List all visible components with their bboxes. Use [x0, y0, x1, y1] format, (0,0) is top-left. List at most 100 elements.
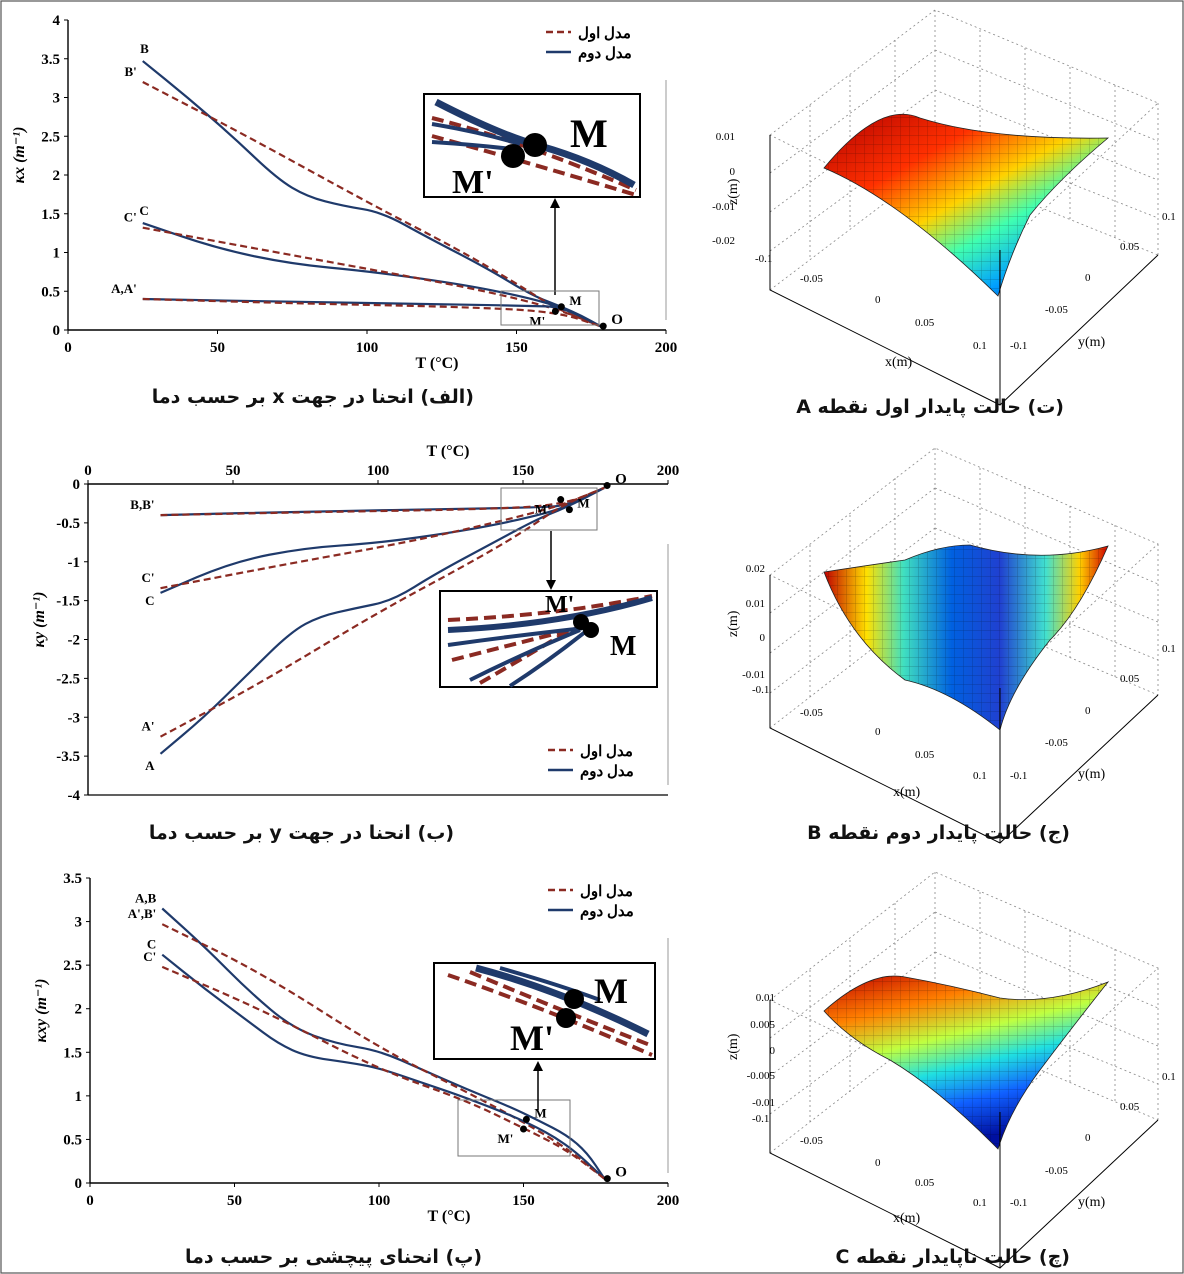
surfB-zlabel: z(m)	[726, 610, 741, 637]
surfC-xlabel: x(m)	[893, 1211, 921, 1226]
surfC-xtick-3: 0.05	[915, 1177, 935, 1189]
surfB-xtick-3: 0.05	[915, 749, 935, 761]
kxy-point-label-0: M	[534, 1105, 546, 1120]
ky-ytick-label: -3	[68, 710, 81, 726]
kxy-ytick-label: 3.5	[63, 871, 82, 887]
ky-inset-label-2: M	[610, 631, 636, 662]
ky-point-2	[604, 482, 611, 489]
kx-ylabel: κx (m⁻¹)	[11, 127, 28, 184]
caption-p: (پ) انحنای پیچشی بر حسب دما	[185, 1246, 482, 1268]
surfC-ztick-4: 0.01	[756, 992, 775, 1004]
surfA-ztick-0: -0.02	[712, 235, 735, 247]
kx-xlabel: T (°C)	[416, 355, 459, 372]
ky-point-label-1: M	[577, 496, 589, 511]
ky-ytick-label: -0.5	[56, 516, 80, 532]
surface-plot-c: -0.01 -0.005 0 0.005 0.01 -0.1 -0.05 0 0…	[726, 872, 1176, 1268]
ky-point-0	[557, 496, 564, 503]
kx-legend-label-0: مدل اول	[578, 26, 631, 42]
kx-point-1	[552, 308, 559, 315]
surfB-ytick-4: 0.1	[1162, 643, 1176, 655]
ky-point-label-2: O	[615, 472, 627, 488]
kx-point-label-2: O	[611, 312, 623, 328]
surfA-zlabel: z(m)	[726, 178, 741, 205]
surfA-xtick-1: -0.05	[800, 273, 823, 285]
surfB-xtick-2: 0	[875, 726, 881, 738]
kxy-point-label-1: M'	[498, 1131, 514, 1146]
kxy-ytick-label: 2	[75, 1002, 83, 1018]
kx-xtick-label: 0	[64, 340, 72, 356]
kxy-point-1	[520, 1125, 527, 1132]
kxy-ytick-label: 3	[75, 915, 83, 931]
kx-point-label-0: M	[569, 293, 581, 308]
ky-series-label-2: C	[145, 593, 154, 608]
surfC-ytick-4: 0.1	[1162, 1071, 1176, 1083]
surfB-xtick-4: 0.1	[973, 770, 987, 782]
surfB-ylabel: y(m)	[1078, 767, 1106, 782]
kxy-legend-label-1: مدل دوم	[580, 904, 634, 920]
surfC-ztick-3: 0.005	[750, 1019, 775, 1031]
surfC-ytick-1: -0.05	[1045, 1165, 1068, 1177]
kx-ytick-label: 2.5	[41, 129, 60, 145]
ky-ytick-label: -2	[68, 633, 81, 649]
ky-ytick-label: -3.5	[56, 749, 80, 765]
surfB-ztick-3: 0.02	[746, 563, 765, 575]
ky-legend-label-1: مدل دوم	[580, 764, 634, 780]
ky-ytick-label: -4	[68, 788, 81, 804]
surfC-ztick-2: 0	[770, 1045, 776, 1057]
surfA-ylabel: y(m)	[1078, 335, 1106, 350]
kxy-series-label-0: A,B	[135, 891, 157, 906]
ky-series-label-4: A	[145, 758, 155, 773]
surfC-xtick-4: 0.1	[973, 1197, 987, 1209]
kx-ytick-label: 2	[53, 168, 61, 184]
kxy-ytick-label: 0.5	[63, 1132, 82, 1148]
ky-xtick-label: 0	[84, 463, 92, 479]
kxy-xtick-label: 150	[512, 1193, 535, 1209]
surfB-xtick-1: -0.05	[800, 707, 823, 719]
ky-inset-label-1: M'	[545, 592, 574, 618]
kxy-xtick-label: 100	[368, 1193, 391, 1209]
kx-series-label-0: B	[140, 41, 149, 56]
kx-ytick-label: 4	[53, 13, 61, 29]
surfC-xtick-0: -0.1	[752, 1113, 769, 1125]
kx-xtick-label: 150	[505, 340, 528, 356]
surfA-ytick-4: 0.1	[1162, 211, 1176, 223]
kxy-inset-label-2: M'	[510, 1018, 554, 1058]
kx-series-label-1: B'	[124, 64, 136, 79]
ky-series-label-0: B,B'	[130, 497, 154, 512]
kx-series-label-3: C'	[124, 210, 137, 225]
surfA-xlabel: x(m)	[885, 355, 913, 370]
surfA-xtick-2: 0	[875, 294, 881, 306]
kx-point-0	[558, 303, 565, 310]
surfA-ytick-1: -0.05	[1045, 304, 1068, 316]
kx-ytick-label: 1	[53, 246, 61, 262]
caption-t: (ت) حالت پایدار اول نقطه A	[796, 396, 1064, 418]
surfA-xtick-0: -0.1	[755, 253, 772, 265]
kx-legend-label-1: مدل دوم	[578, 46, 632, 62]
ky-xlabel: T (°C)	[427, 443, 470, 460]
kx-ytick-label: 0	[53, 323, 61, 339]
kxy-ytick-label: 1	[75, 1089, 83, 1105]
surfC-xtick-2: 0	[875, 1157, 881, 1169]
surfB-ytick-3: 0.05	[1120, 673, 1140, 685]
surfA-ztick-3: 0.01	[716, 131, 735, 143]
surface-plot-a: -0.02 -0.01 0 0.01 -0.1 -0.05 0 0.05 0.1…	[712, 10, 1176, 405]
surfA-ytick-2: 0	[1085, 272, 1091, 284]
surfC-ytick-0: -0.1	[1010, 1197, 1027, 1209]
kxy-point-2	[604, 1175, 611, 1182]
kxy-series-label-1: A',B'	[128, 906, 157, 921]
surfC-ztick-1: -0.005	[747, 1070, 776, 1082]
ky-legend-label-0: مدل اول	[580, 744, 633, 760]
ky-ylabel: κy (m⁻¹)	[31, 592, 48, 648]
kxy-ytick-label: 2.5	[63, 958, 82, 974]
kx-inset: M M'	[424, 94, 640, 325]
ky-ytick-label: -1	[68, 555, 81, 571]
kxy-series-label-3: C'	[143, 949, 156, 964]
ky-series-label-3: C'	[142, 570, 155, 585]
ky-xtick-label: 100	[367, 463, 390, 479]
ky-xtick-label: 150	[512, 463, 535, 479]
surfC-ylabel: y(m)	[1078, 1195, 1106, 1210]
kx-point-label-1: M'	[529, 313, 545, 328]
ky-ytick-label: -2.5	[56, 671, 80, 687]
surfA-ztick-2: 0	[730, 166, 736, 178]
